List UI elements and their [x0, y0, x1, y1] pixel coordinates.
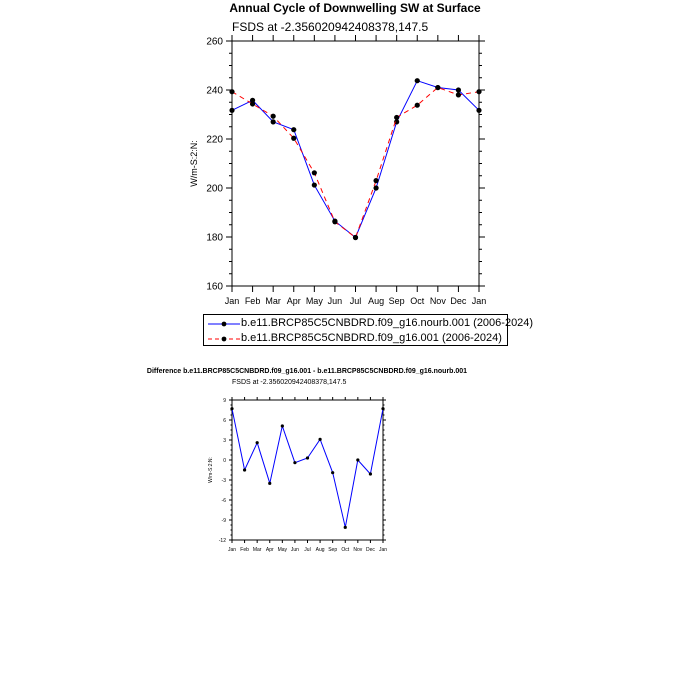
diff-ytick-label: -6	[222, 498, 227, 504]
main-xtick-label: Sep	[389, 296, 405, 306]
diff-ytick-label: -3	[222, 478, 227, 484]
diff-xtick-label: Jul	[304, 547, 310, 553]
main-chart-subtitle: FSDS at -2.356020942408378,147.5	[232, 20, 428, 34]
main-xtick-label: Aug	[368, 296, 384, 306]
diff-series-0-point	[293, 461, 297, 465]
main-series-1-point	[229, 89, 235, 95]
main-ytick-label: 200	[206, 184, 223, 195]
main-ytick-label: 220	[206, 135, 223, 146]
legend-label-control: b.e11.BRCP85C5CNBDRD.f09_g16.001 (2006-2…	[241, 332, 502, 344]
main-series-1-point	[291, 135, 297, 141]
diff-series-0-point	[268, 481, 272, 485]
legend-entry-control: b.e11.BRCP85C5CNBDRD.f09_g16.001 (2006-2…	[204, 331, 507, 347]
main-series-1-point	[455, 92, 462, 98]
main-ylabel: W/m-S:2:N:	[189, 140, 199, 187]
diff-ytick-label: -12	[219, 538, 226, 544]
main-ytick-label: 180	[206, 233, 223, 244]
diff-chart-title: Difference b.e11.BRCP85C5CNBDRD.f09_g16.…	[147, 368, 467, 375]
main-series-0-point	[394, 119, 400, 125]
main-series-0-point	[476, 107, 482, 113]
main-series-0-point	[373, 185, 379, 191]
main-series-0-point	[414, 78, 420, 84]
diff-ytick-label: 6	[223, 418, 226, 424]
diff-xtick-label: Feb	[240, 547, 249, 553]
main-series-line-0	[231, 80, 480, 239]
main-series-1-point	[352, 234, 359, 241]
diff-series-0-point	[381, 407, 385, 411]
main-xtick-label: Jun	[328, 296, 343, 306]
diff-xtick-label: Aug	[316, 547, 325, 553]
legend-line-marker-control	[208, 336, 240, 342]
main-xtick-label: Nov	[430, 296, 447, 306]
main-xtick-label: Mar	[265, 296, 281, 306]
main-series-0-point	[291, 127, 297, 133]
main-series-line-1	[231, 86, 480, 239]
diff-ytick-label: -9	[222, 518, 227, 524]
legend-entry-nourb: b.e11.BRCP85C5CNBDRD.f09_g16.nourb.001 (…	[204, 316, 533, 332]
main-series-0-point	[311, 182, 317, 188]
diff-series-0-point	[255, 441, 259, 445]
main-series-1-point	[414, 102, 420, 108]
main-chart-title: Annual Cycle of Downwelling SW at Surfac…	[229, 1, 481, 15]
diff-xtick-label: Jan	[228, 547, 236, 553]
main-series-1-point	[311, 170, 317, 176]
diff-ytick-label: 0	[223, 458, 226, 464]
main-series-0-point	[455, 87, 462, 93]
legend-label-nourb: b.e11.BRCP85C5CNBDRD.f09_g16.nourb.001 (…	[241, 317, 534, 329]
main-xtick-label: Oct	[410, 296, 425, 306]
diff-xtick-label: Nov	[353, 547, 362, 553]
diff-xtick-label: Apr	[266, 547, 274, 553]
main-series-1-point	[270, 113, 276, 119]
diff-series-0-point	[305, 456, 310, 460]
diff-xtick-label: Jun	[291, 547, 299, 553]
main-xtick-label: Feb	[245, 296, 261, 306]
diff-ytick-label: 9	[223, 398, 226, 404]
diff-series-0-point	[280, 424, 284, 428]
main-series-1-point	[332, 219, 338, 225]
legend-line-marker-nourb	[208, 321, 240, 327]
diff-xtick-label: May	[278, 547, 288, 553]
main-xtick-label: May	[306, 296, 324, 306]
main-xtick-label: Dec	[450, 296, 467, 306]
diff-series-0-point	[230, 407, 234, 411]
diff-plot-frame	[231, 399, 384, 541]
main-series-1-point	[373, 178, 379, 184]
diff-chart-subtitle: FSDS at -2.356020942408378,147.5	[232, 379, 347, 386]
main-ytick-label: 260	[206, 37, 223, 48]
diff-ylabel: W/m-S:2:N:	[208, 457, 214, 483]
main-series-0-point	[270, 119, 276, 125]
main-series-0-point	[249, 97, 256, 103]
main-plot-frame	[231, 40, 480, 287]
main-ytick-label: 160	[206, 282, 223, 293]
main-series-1-point	[435, 84, 441, 91]
diff-xtick-label: Dec	[366, 547, 375, 553]
main-xtick-label: Jan	[225, 296, 240, 306]
diff-ytick-label: 3	[223, 438, 226, 444]
diff-series-0-point	[331, 471, 335, 475]
diff-xtick-label: Mar	[253, 547, 262, 553]
diff-series-line-0	[231, 408, 384, 528]
diff-series-0-point	[318, 437, 322, 441]
main-ytick-label: 240	[206, 86, 223, 97]
diff-xtick-label: Oct	[341, 547, 349, 553]
main-series-0-point	[229, 107, 235, 113]
diff-series-0-point	[343, 525, 347, 529]
main-chart-legend: b.e11.BRCP85C5CNBDRD.f09_g16.nourb.001 (…	[203, 314, 533, 347]
main-xtick-label: Jul	[350, 296, 362, 306]
diff-series-0-point	[242, 468, 247, 472]
diff-xtick-label: Sep	[328, 547, 337, 553]
diff-series-0-point	[368, 472, 373, 476]
diff-xtick-label: Jan	[379, 547, 387, 553]
main-series-1-point	[249, 101, 256, 107]
main-xtick-label: Jan	[472, 296, 487, 306]
main-xtick-label: Apr	[287, 296, 301, 306]
diff-series-0-point	[356, 458, 360, 462]
main-series-1-point	[394, 114, 400, 121]
main-series-1-point	[476, 89, 482, 95]
